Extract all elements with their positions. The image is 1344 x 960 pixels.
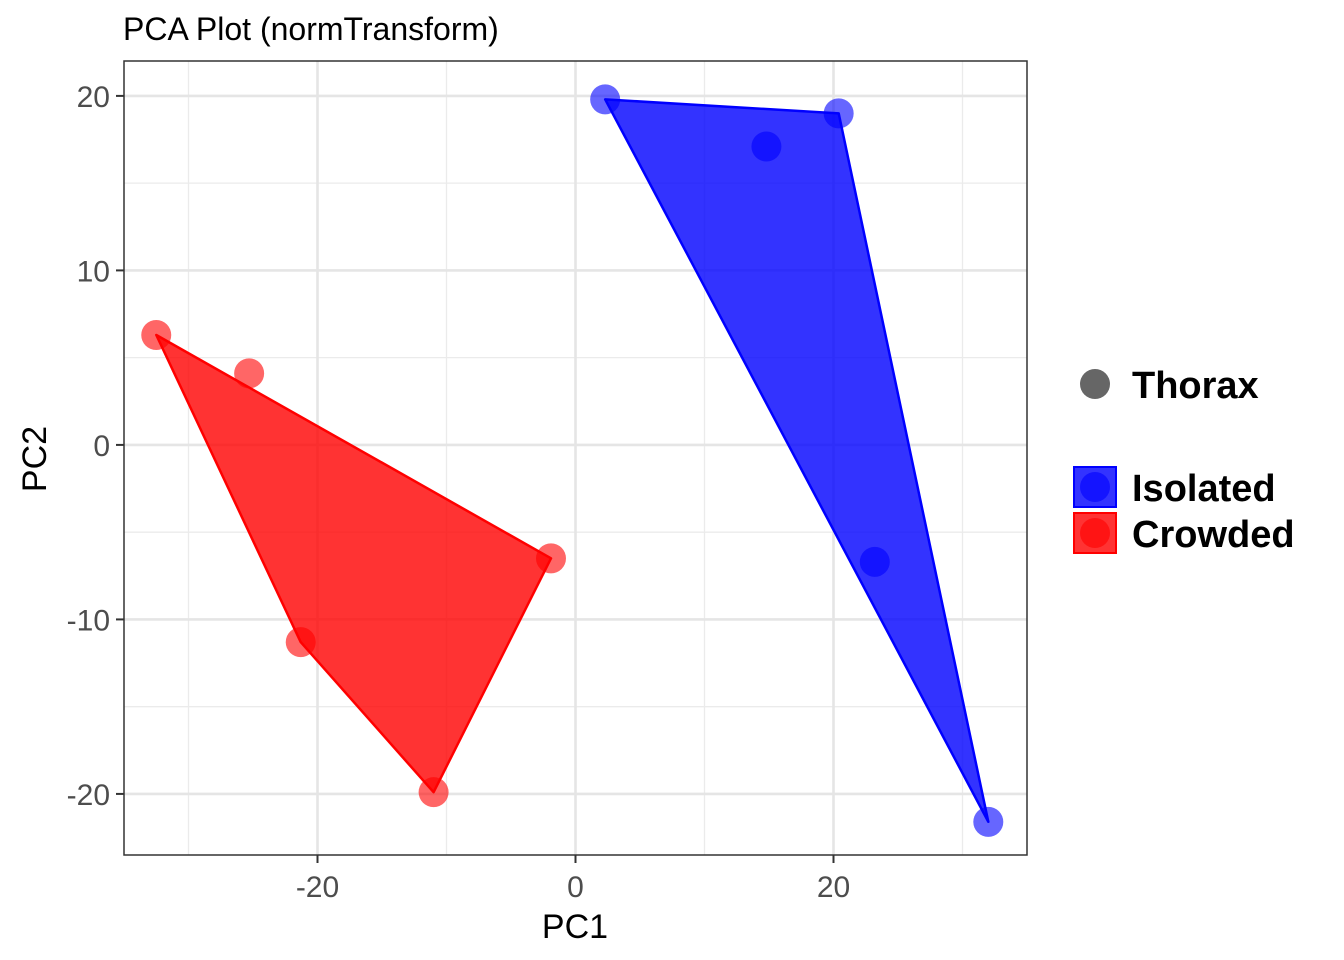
y-tick-label: -10 <box>67 604 110 637</box>
plot-area <box>124 61 1027 855</box>
hull-isolated <box>603 98 990 824</box>
x-axis-title: PC1 <box>542 908 608 946</box>
legend-key-point-isolated <box>1080 472 1110 502</box>
legend-key-point-crowded <box>1080 518 1110 548</box>
data-point-crowded <box>234 358 265 389</box>
x-tick-label: 0 <box>567 871 584 904</box>
x-tick-label: -20 <box>296 871 339 904</box>
data-point-isolated <box>590 84 621 115</box>
legend-label-isolated: Isolated <box>1132 468 1276 510</box>
legend-label-crowded: Crowded <box>1132 514 1295 556</box>
y-tick-label: 0 <box>93 430 110 463</box>
data-point-isolated <box>859 546 890 577</box>
data-point-crowded <box>535 543 566 574</box>
data-point-isolated <box>751 131 782 162</box>
x-tick-label: 20 <box>817 871 850 904</box>
data-point-crowded <box>418 777 449 808</box>
data-point-isolated <box>973 806 1004 837</box>
axes: -20 0 20 -20 -10 0 10 20 <box>67 60 1028 904</box>
legend-label-thorax: Thorax <box>1132 365 1259 407</box>
legend-shape-key <box>1080 369 1110 399</box>
y-tick-label: -20 <box>67 779 110 812</box>
chart-title: PCA Plot (normTransform) <box>123 11 499 47</box>
y-tick-label: 10 <box>77 255 110 288</box>
y-axis-title: PC2 <box>16 426 54 492</box>
data-point-crowded <box>141 319 172 350</box>
data-point-crowded <box>285 627 316 658</box>
data-point-isolated <box>823 98 854 129</box>
y-tick-label: 20 <box>77 81 110 114</box>
